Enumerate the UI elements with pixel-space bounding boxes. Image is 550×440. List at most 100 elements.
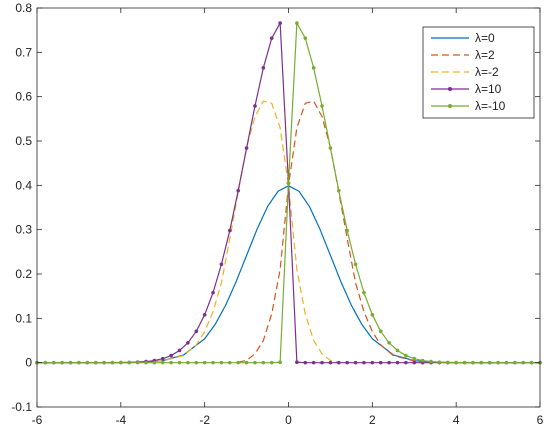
series-4-point [186,360,190,365]
series-3-point [269,36,274,40]
series-4-point [378,329,383,334]
y-tick-label: 0.8 [15,1,32,15]
series-4-point [202,360,207,365]
x-tick-label: -6 [32,413,43,427]
series-4-point [253,360,257,365]
series-4-point [244,360,249,365]
series-4-point [328,146,333,150]
series-3-point [362,360,366,365]
series-4-point [429,359,433,364]
series-4-point [303,36,308,40]
series-4-point [160,360,165,365]
legend-marker-3 [448,87,452,91]
legend-label-4: λ=-10 [475,99,506,113]
series-4-point [337,188,341,193]
legend-label-3: λ=10 [475,82,502,96]
series-4-point [513,360,517,365]
series-4-point [177,360,182,365]
series-3-point [211,290,215,295]
series-4-point [462,360,467,365]
series-4-point [471,360,475,365]
legend-label-2: λ=-2 [475,65,499,79]
series-line-2 [99,100,339,364]
series-3-point [202,312,207,317]
series-3-point [303,360,308,365]
series-4-point [445,360,450,365]
y-tick-label: 0.1 [15,311,32,325]
series-lines [35,21,542,365]
series-4-point [68,360,73,365]
y-tick-label: 0.4 [15,178,32,192]
legend: λ=0 λ=2 λ=-2 λ=10 λ=-10 [422,26,535,119]
legend-label-1: λ=2 [475,48,495,62]
series-4-point [93,360,98,365]
series-4-point [362,290,366,295]
y-tick-label: 0.6 [15,90,32,104]
series-4-point [228,360,232,365]
x-tick-label: -4 [115,413,126,427]
x-tick-label: -2 [199,413,210,427]
series-3-point [328,360,333,365]
series-3-point [404,360,408,365]
series-4-point [211,360,215,365]
series-4-point [295,21,299,25]
series-4-point [404,353,408,358]
series-4-point [152,360,157,365]
series-4-point [219,360,224,365]
y-tick-label: 0.2 [15,267,32,281]
series-4-point [85,360,90,365]
legend-marker-4 [448,104,452,108]
series-3-point [337,360,341,365]
series-4-point [437,360,442,364]
series-3-point [278,21,282,25]
x-tick-label: 2 [369,413,376,427]
series-4-point [135,360,140,365]
series-4-point [395,348,400,353]
series-4-point [278,360,282,365]
series-4-point [412,356,417,361]
series-4-point [370,312,375,317]
series-3-point [311,360,316,365]
series-3-point [295,360,299,365]
series-4-point [320,104,324,108]
legend-label-0: λ=0 [475,31,495,45]
series-4-point [286,181,291,185]
series-3-point [160,356,165,361]
series-4-point [60,360,64,365]
series-4-point [110,360,115,365]
x-tick-label: 6 [537,413,544,427]
series-4-point [43,360,48,365]
series-3-point [261,66,266,70]
series-4-point [387,341,391,345]
x-tick-label: 4 [453,413,460,427]
y-tick-label: 0 [25,356,32,370]
series-4-point [420,358,425,363]
series-4-point [479,360,484,365]
series-3-point [169,353,173,358]
series-3-point [395,360,400,365]
series-3-point [194,329,199,334]
series-4-point [194,360,199,365]
series-4-point [236,360,240,365]
legend-box [422,26,535,119]
series-3-point [387,360,391,365]
series-4-point [119,360,123,365]
series-4-point [144,360,148,365]
series-4-point [504,360,509,365]
series-4-point [496,360,500,365]
series-3-point [320,360,324,365]
y-tick-label: 0.3 [15,223,32,237]
series-3-point [228,228,232,233]
axes: -6 -4 -2 0 2 4 6 -0.1 0 0.1 0.2 0.3 0.4 0.5 0.6 0.7 0.8 [11,1,543,427]
series-4-point [51,360,56,365]
series-4-point [353,262,358,267]
series-3-point [378,360,383,365]
series-3-point [177,348,182,353]
series-3-point [236,188,240,193]
series-4-point [311,66,316,70]
series-3-point [353,360,358,365]
series-3-point [253,104,257,108]
series-3-point [370,360,375,365]
series-4-point [345,228,349,233]
